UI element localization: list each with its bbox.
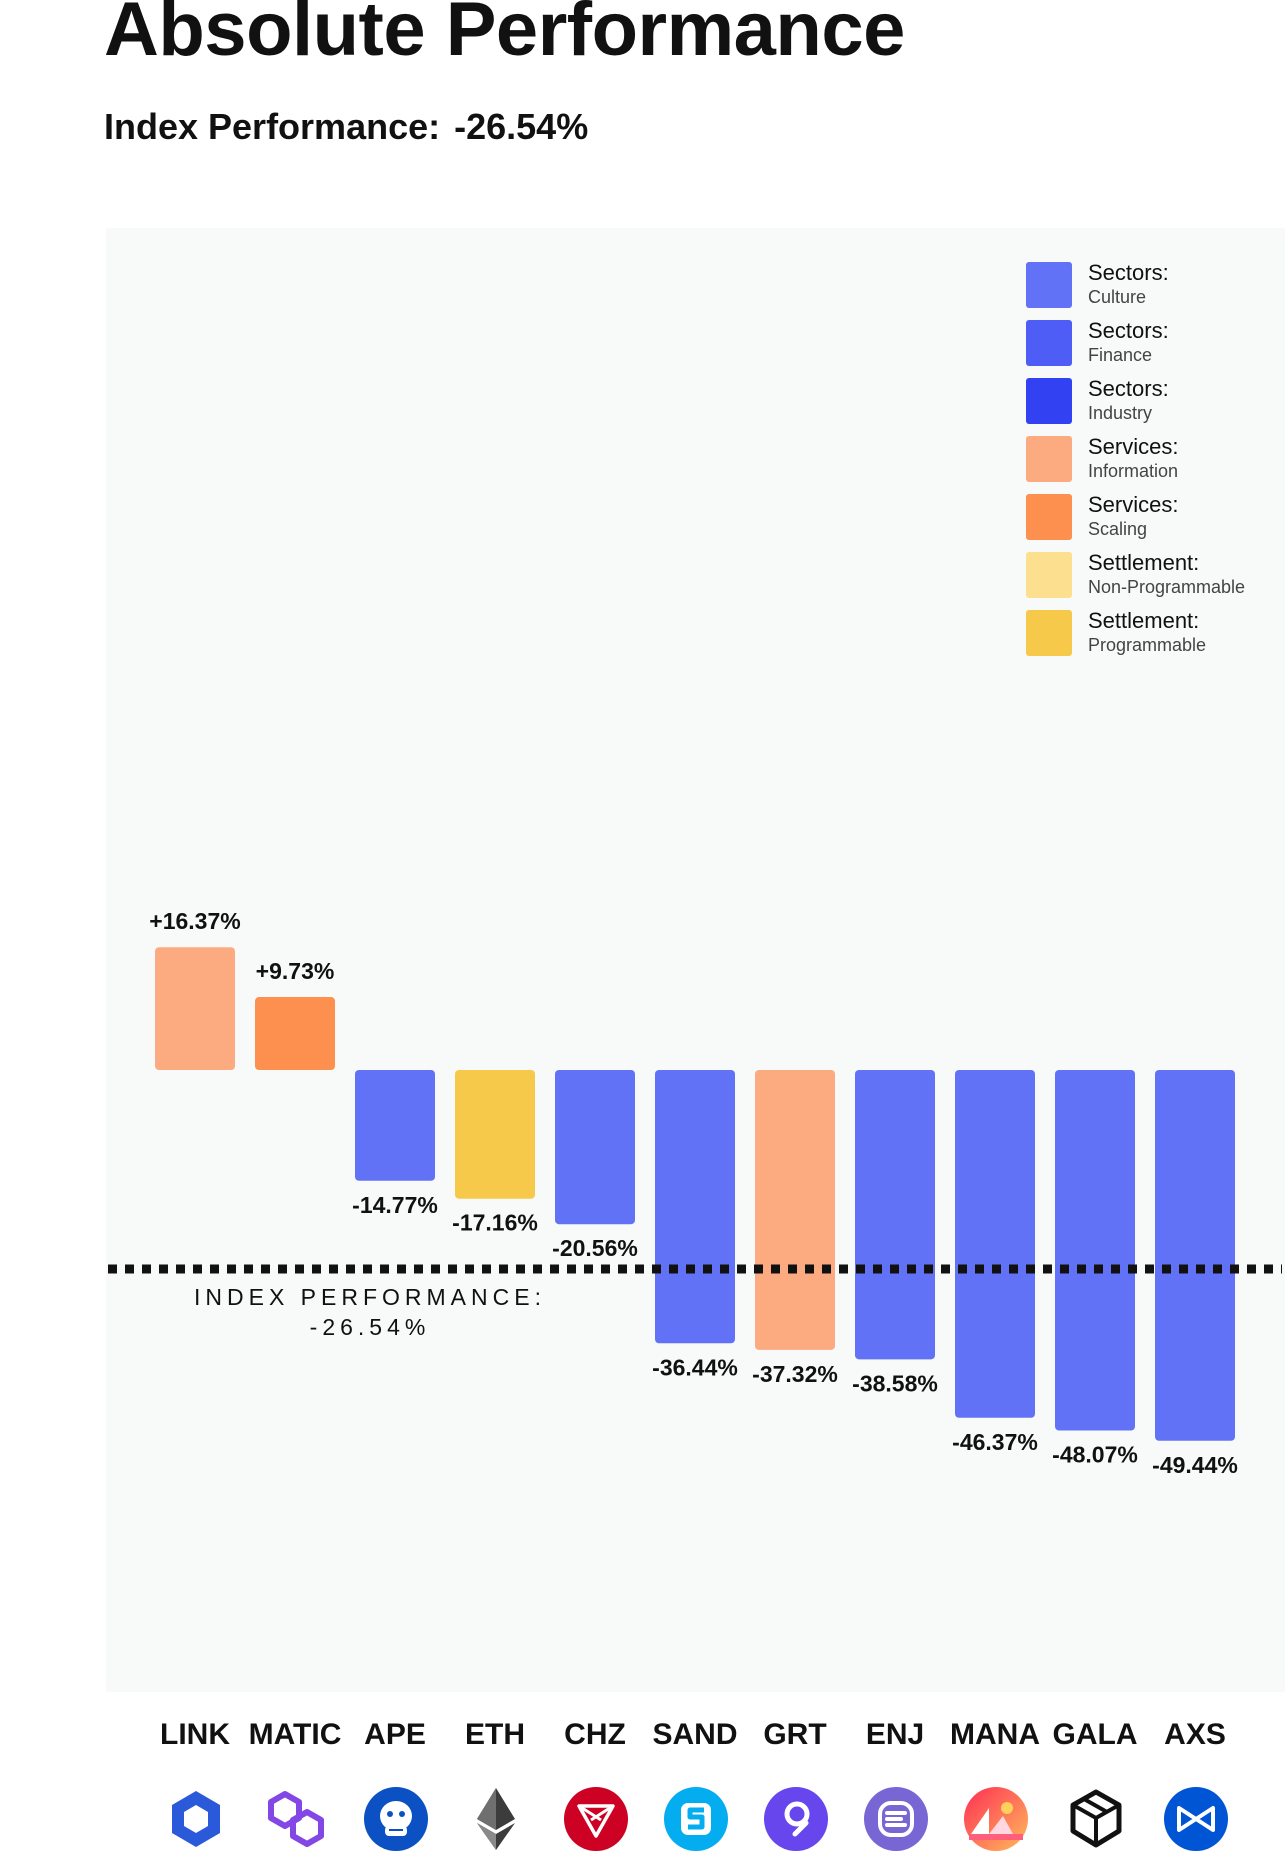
category-tick-label: MANA: [950, 1718, 1040, 1751]
polygon-icon: [263, 1786, 329, 1852]
bar-sand: [655, 1070, 735, 1344]
legend-item-sectors-industry: Sectors: Industry: [1026, 376, 1285, 424]
bar-value-label: -17.16%: [452, 1210, 538, 1236]
sandbox-icon: [663, 1786, 729, 1852]
subtitle-value: -26.54%: [454, 106, 589, 147]
bar-value-label: -14.77%: [352, 1192, 438, 1218]
axie-infinity-icon: [1163, 1786, 1229, 1852]
apecoin-icon: [363, 1786, 429, 1852]
plot-area: [106, 228, 1285, 1692]
legend-item-sectors-finance: Sectors: Finance: [1026, 318, 1285, 366]
legend-label: Services:: [1088, 434, 1179, 459]
chiliz-icon: [563, 1786, 629, 1852]
legend-item-settlement-non-programmable: Settlement: Non-Programmable: [1026, 550, 1285, 598]
bar-eth: [455, 1070, 535, 1199]
legend-swatch: [1026, 436, 1072, 482]
category-tick-label: GRT: [763, 1718, 826, 1751]
legend-swatch: [1026, 610, 1072, 656]
category-tick-label: LINK: [160, 1718, 230, 1751]
bar-matic: [255, 997, 335, 1070]
gala-icon: [1063, 1786, 1129, 1852]
legend-label: Sectors:: [1088, 318, 1169, 343]
legend-sublabel: Non-Programmable: [1088, 577, 1246, 597]
bar-value-label: -20.56%: [552, 1235, 638, 1261]
legend-sublabel: Scaling: [1088, 519, 1148, 539]
legend-swatch: [1026, 378, 1072, 424]
decentraland-icon: [963, 1786, 1029, 1852]
legend-sublabel: Information: [1088, 461, 1179, 481]
legend-label: Settlement:: [1088, 550, 1200, 575]
category-tick-label: ETH: [465, 1718, 525, 1751]
legend-label: Sectors:: [1088, 260, 1169, 285]
legend-label: Services:: [1088, 492, 1179, 517]
bar-value-label: +16.37%: [149, 908, 240, 934]
legend-swatch: [1026, 494, 1072, 540]
category-tick-label: MATIC: [249, 1718, 342, 1751]
bar-mana: [955, 1070, 1035, 1418]
bar-value-label: -36.44%: [652, 1354, 738, 1380]
category-tick-label: GALA: [1053, 1718, 1138, 1751]
bar-value-label: -38.58%: [852, 1370, 938, 1396]
chainlink-icon: [163, 1786, 229, 1852]
bar-chz: [555, 1070, 635, 1225]
the-graph-icon: [763, 1786, 829, 1852]
category-tick-label: APE: [364, 1718, 426, 1751]
category-tick-label: ENJ: [866, 1718, 924, 1751]
legend-label: Sectors:: [1088, 376, 1169, 401]
bar-grt: [755, 1070, 835, 1350]
index-performance-line-label: INDEX PERFORMANCE: -26.54%: [165, 1282, 575, 1342]
bar-value-label: -37.32%: [752, 1361, 838, 1387]
bar-ape: [355, 1070, 435, 1181]
bar-enj: [855, 1070, 935, 1360]
bar-link: [155, 947, 235, 1070]
category-tick-label: CHZ: [564, 1718, 626, 1751]
bar-value-label: -48.07%: [1052, 1442, 1138, 1468]
legend-label: Settlement:: [1088, 608, 1200, 633]
category-tick-label: AXS: [1164, 1718, 1226, 1751]
bar-value-label: -49.44%: [1152, 1452, 1238, 1478]
legend-swatch: [1026, 552, 1072, 598]
index-performance-subtitle: Index Performance: -26.54%: [104, 106, 602, 148]
enjin-icon: [863, 1786, 929, 1852]
legend-sublabel: Industry: [1088, 403, 1153, 423]
page-title: Absolute Performance: [104, 0, 905, 72]
legend-swatch: [1026, 320, 1072, 366]
subtitle-label: Index Performance:: [104, 106, 441, 147]
legend-item-services-scaling: Services: Scaling: [1026, 492, 1285, 540]
bar-gala: [1055, 1070, 1135, 1431]
legend-item-sectors-culture: Sectors: Culture: [1026, 260, 1285, 308]
bar-axs: [1155, 1070, 1235, 1441]
legend-sublabel: Programmable: [1088, 635, 1207, 655]
category-tick-label: SAND: [652, 1718, 737, 1751]
legend-item-settlement-programmable: Settlement: Programmable: [1026, 608, 1285, 656]
ethereum-icon: [463, 1786, 529, 1852]
bar-value-label: -46.37%: [952, 1429, 1038, 1455]
legend-swatch: [1026, 262, 1072, 308]
legend-item-services-information: Services: Information: [1026, 434, 1285, 482]
index-line-label-value: -26.54%: [309, 1314, 431, 1340]
legend-sublabel: Finance: [1088, 345, 1153, 365]
legend-sublabel: Culture: [1088, 287, 1147, 307]
bar-value-label: +9.73%: [256, 958, 335, 984]
index-line-label-text: INDEX PERFORMANCE:: [194, 1284, 546, 1310]
